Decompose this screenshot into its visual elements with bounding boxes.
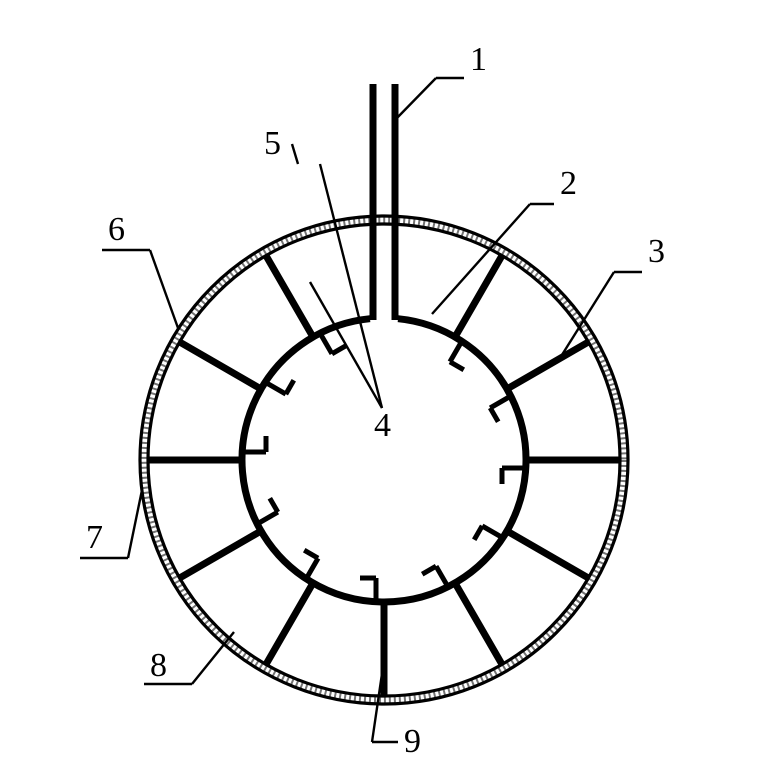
callout-label-1: 1 bbox=[470, 41, 487, 78]
callout-label-3: 3 bbox=[648, 233, 665, 270]
callout-label-9: 9 bbox=[404, 723, 421, 760]
callout-label-6: 6 bbox=[108, 211, 125, 248]
callout-label-7: 7 bbox=[86, 519, 103, 556]
callout-label-5: 5 bbox=[264, 125, 281, 162]
callout-label-4: 4 bbox=[374, 407, 391, 444]
callout-label-2: 2 bbox=[560, 165, 577, 202]
callout-label-8: 8 bbox=[150, 647, 167, 684]
diagram-svg: 1 2 3 4 5 6 7 8 9 bbox=[0, 0, 769, 769]
